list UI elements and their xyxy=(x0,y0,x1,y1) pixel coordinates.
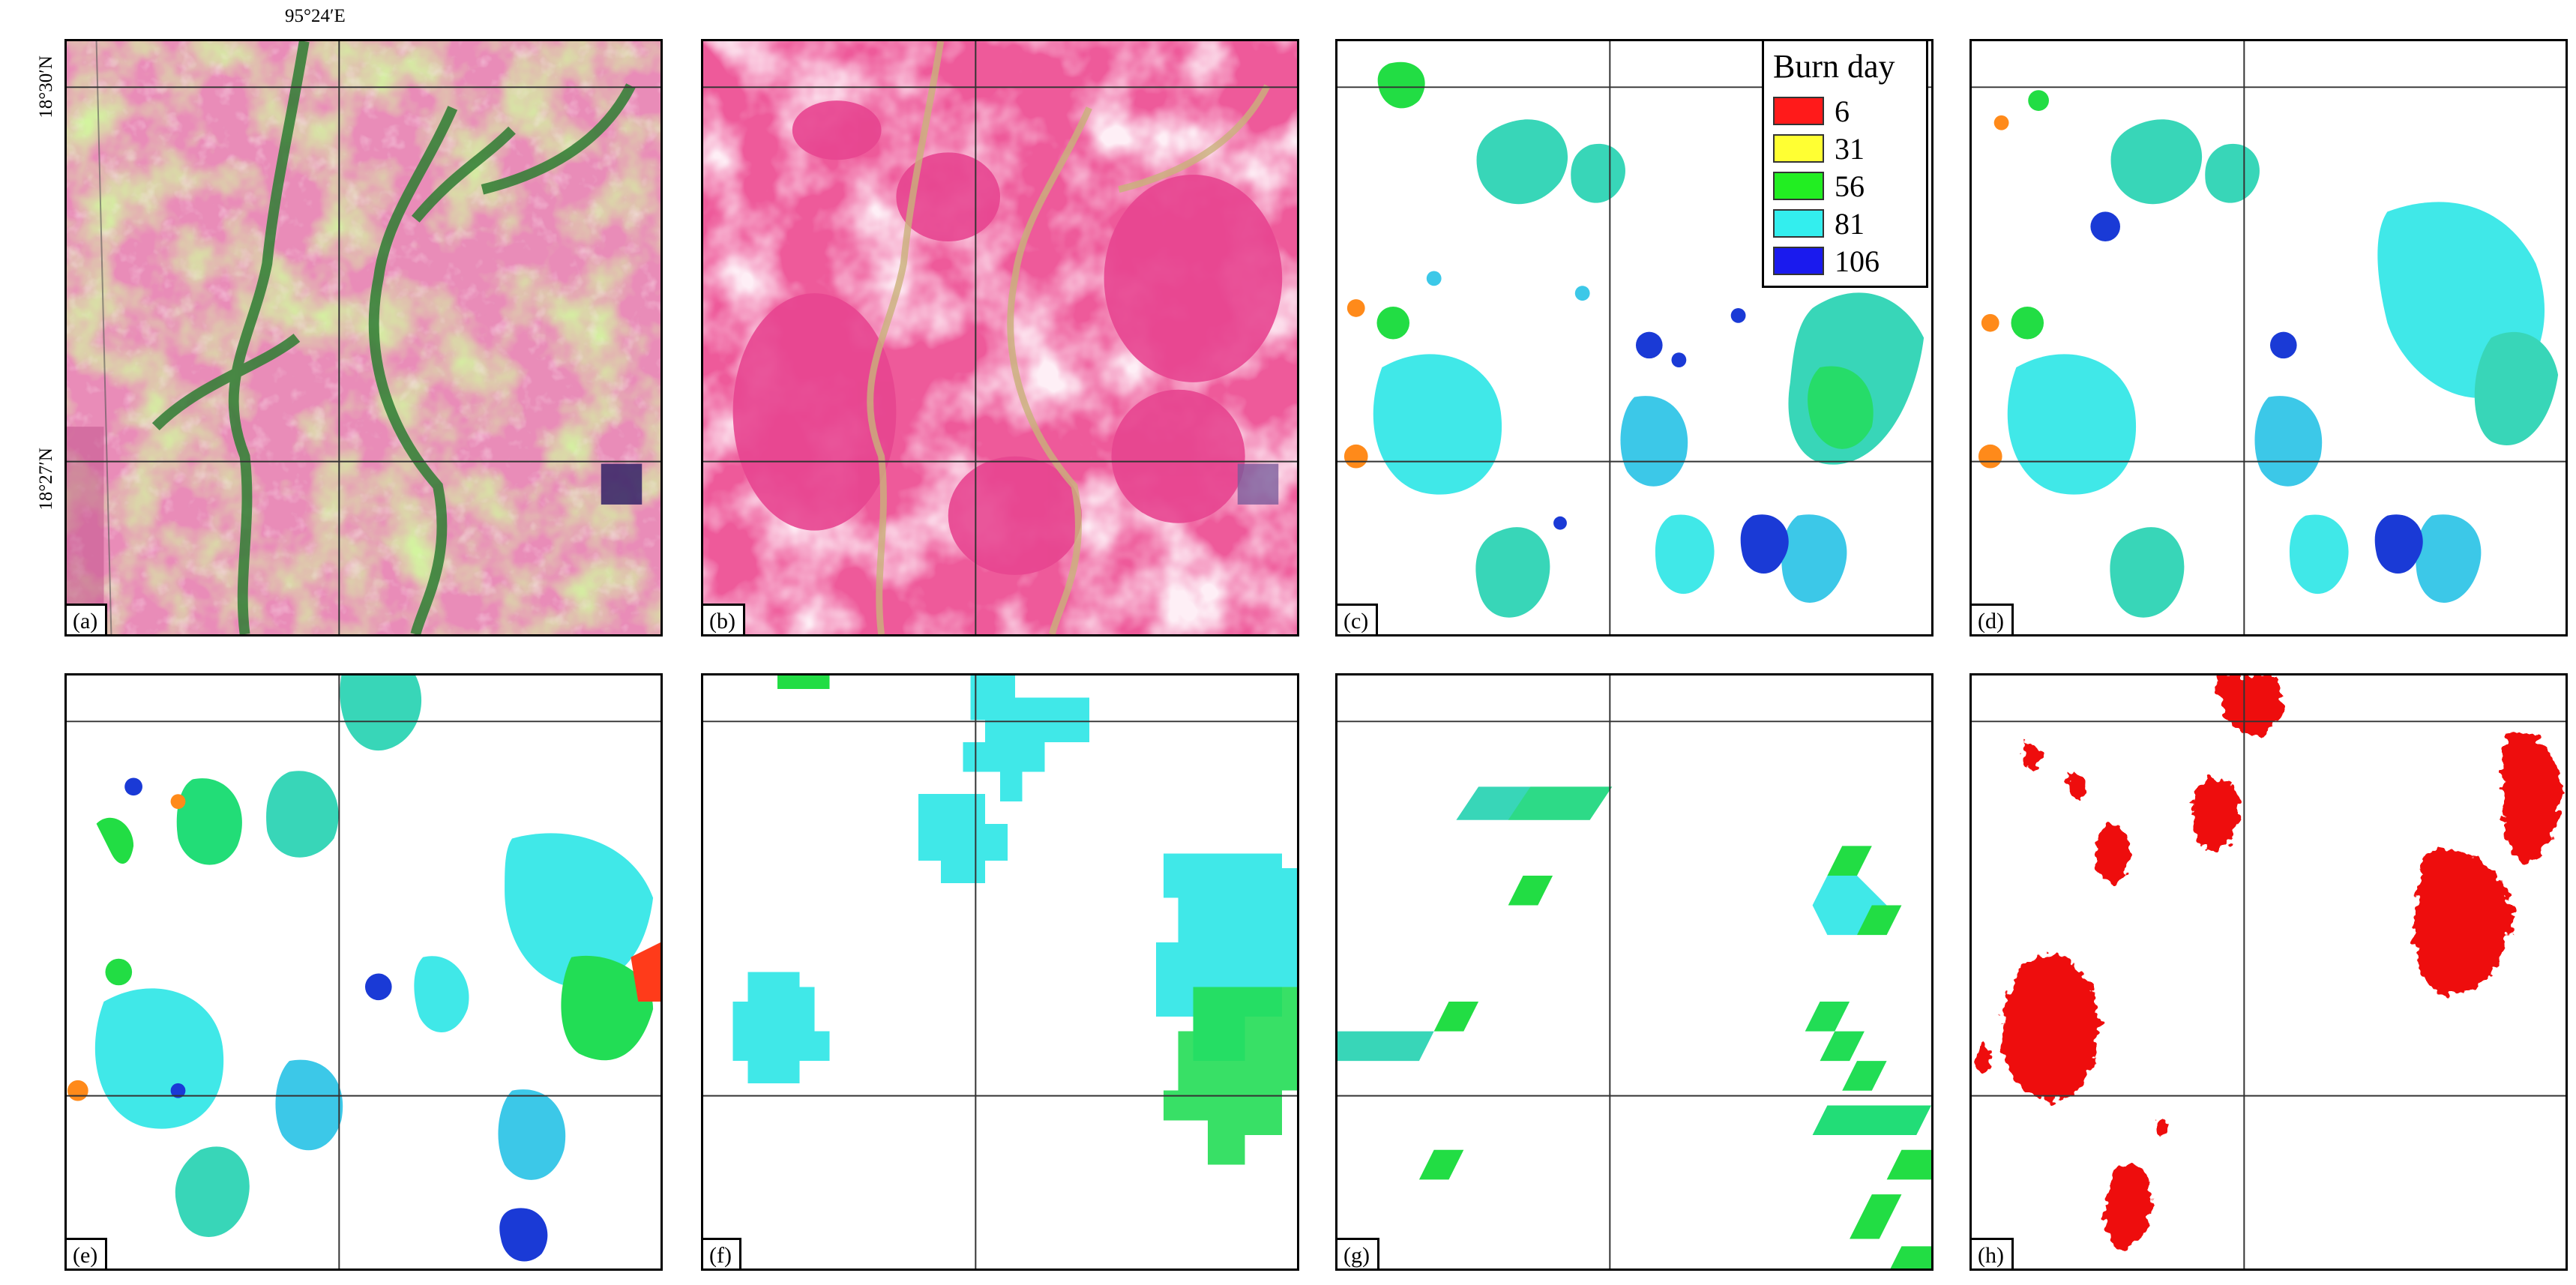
latitude-label-north: 18°30′N xyxy=(35,55,56,118)
map-panel-f: (f) xyxy=(701,673,1299,1271)
panel-label-f: (f) xyxy=(703,1238,741,1269)
coarse-burn-map-g xyxy=(1337,786,1931,1269)
latitude-label-south: 18°27′N xyxy=(35,448,56,511)
map-panel-g: (g) xyxy=(1335,673,1933,1271)
burn-patches-d xyxy=(1978,90,2559,618)
legend-label-6: 6 xyxy=(1835,94,1850,128)
graticule-b xyxy=(703,41,1297,634)
legend-item-6: 6 xyxy=(1773,94,1923,128)
panel-label-c: (c) xyxy=(1337,604,1379,634)
map-panel-b: (b) xyxy=(701,39,1299,637)
river-corridors-b xyxy=(867,41,1271,634)
legend-swatch-81 xyxy=(1773,209,1824,238)
coarse-burn-map-f xyxy=(732,675,1297,1165)
burned-patches-h xyxy=(1977,675,2563,1250)
satellite-image-b xyxy=(703,41,1297,634)
map-panel-a: (a) xyxy=(64,39,663,637)
legend-item-31: 31 xyxy=(1773,132,1923,166)
legend-swatch-106 xyxy=(1773,247,1824,275)
panel-label-b: (b) xyxy=(703,604,745,634)
legend-title: Burn day xyxy=(1773,48,1895,85)
graticule-f xyxy=(703,675,1297,1269)
panel-label-g: (g) xyxy=(1337,1238,1379,1269)
legend-swatch-31 xyxy=(1773,134,1824,163)
legend-item-81: 81 xyxy=(1773,207,1923,241)
map-panel-e: (e) xyxy=(64,673,663,1271)
legend-label-106: 106 xyxy=(1835,244,1880,278)
legend-item-56: 56 xyxy=(1773,169,1923,203)
graticule-h xyxy=(1972,675,2566,1269)
panel-label-a: (a) xyxy=(67,604,108,634)
legend-swatch-6 xyxy=(1773,97,1824,125)
diagonal-pixels-g xyxy=(1337,786,1931,1269)
legend-label-81: 81 xyxy=(1835,207,1865,241)
panel-label-d: (d) xyxy=(1972,604,2014,634)
panel-label-e: (e) xyxy=(67,1238,108,1269)
graticule-e xyxy=(67,675,660,1269)
legend-item-106: 106 xyxy=(1773,244,1923,278)
longitude-label: 95°24′E xyxy=(285,6,346,26)
coarse-pixels-f xyxy=(732,675,1297,1165)
graticule-g xyxy=(1337,675,1931,1269)
burn-patches-c xyxy=(1343,61,1925,618)
graticule-a xyxy=(67,41,660,634)
legend-label-56: 56 xyxy=(1835,169,1865,203)
binary-burn-map-h xyxy=(1977,675,2563,1250)
burn-day-map-d xyxy=(1978,90,2559,618)
legend-swatch-56 xyxy=(1773,172,1824,200)
panel-label-h: (h) xyxy=(1972,1238,2014,1269)
burn-day-map-c xyxy=(1343,61,1925,618)
river-corridors xyxy=(151,41,636,634)
legend-label-31: 31 xyxy=(1835,132,1865,166)
graticule-d xyxy=(1972,41,2566,634)
burn-day-legend: Burn day 6 31 56 81 106 xyxy=(1762,39,1928,288)
map-panel-d: (d) xyxy=(1969,39,2568,637)
satellite-image-a xyxy=(67,41,660,634)
map-panel-h: (h) xyxy=(1969,673,2568,1271)
burned-patches xyxy=(732,100,1283,575)
